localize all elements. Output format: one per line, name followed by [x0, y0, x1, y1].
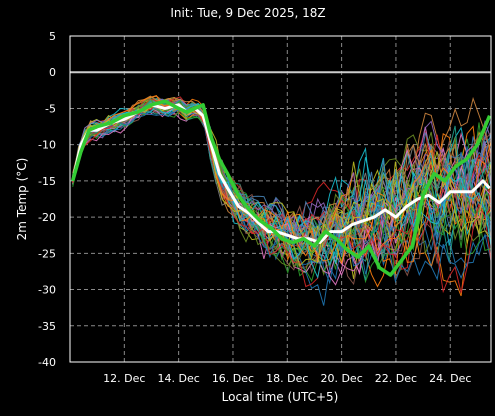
y-tick-label: -10: [38, 139, 56, 152]
y-axis-label: 2m Temp (°C): [15, 158, 29, 241]
x-tick-label: 12. Dec: [103, 372, 145, 385]
x-tick-label: 16. Dec: [212, 372, 254, 385]
x-tick-label: 20. Dec: [320, 372, 362, 385]
x-tick-label: 14. Dec: [158, 372, 200, 385]
x-tick-label: 24. Dec: [429, 372, 471, 385]
x-axis-label: Local time (UTC+5): [222, 390, 339, 404]
y-tick-label: -20: [38, 211, 56, 224]
chart-title: Init: Tue, 9 Dec 2025, 18Z: [170, 6, 325, 20]
y-tick-label: -40: [38, 356, 56, 369]
highlight-run-line: [71, 99, 492, 277]
y-tick-label: -5: [45, 102, 56, 115]
y-tick-label: 0: [49, 66, 56, 79]
x-tick-label: 18. Dec: [266, 372, 308, 385]
y-axis-ticks: 5 0 -5 -10 -15 -20 -25 -30 -35 -40: [38, 30, 56, 369]
y-tick-label: -30: [38, 284, 56, 297]
y-tick-label: -35: [38, 320, 56, 333]
x-axis-ticks: 12. Dec 14. Dec 16. Dec 18. Dec 20. Dec 22. D…: [103, 372, 471, 385]
ensemble-member-line: [72, 95, 492, 243]
x-tick-label: 22. Dec: [375, 372, 417, 385]
ensemble-member-line: [72, 95, 492, 264]
plot-area-frame: [69, 35, 492, 363]
main-series: [71, 99, 492, 277]
ensemble-member-line: [72, 98, 492, 268]
y-tick-label: -15: [38, 175, 56, 188]
y-tick-label: -25: [38, 247, 56, 260]
y-tick-label: 5: [49, 30, 56, 43]
